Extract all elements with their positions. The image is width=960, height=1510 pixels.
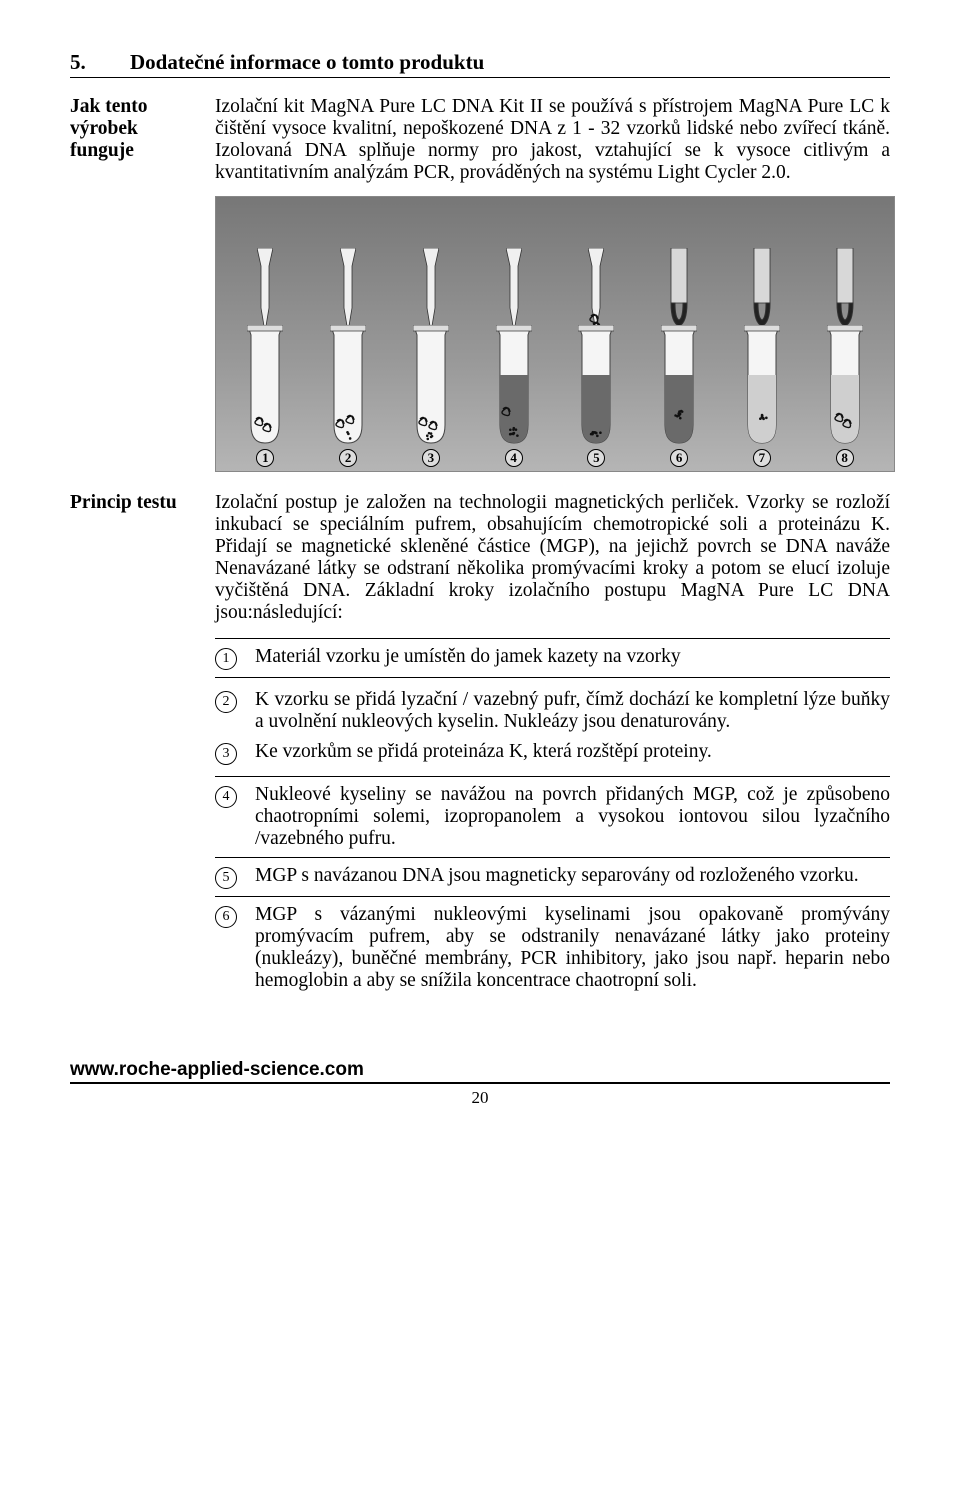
magnet-icon <box>667 248 691 333</box>
step-text: Ke vzorkům se přidá proteináza K, která … <box>255 741 890 765</box>
procedure-diagram: 1 2 3 4 5 6 7 8 <box>215 196 890 472</box>
diagram-number-row: 1 2 3 4 5 6 7 8 <box>224 449 886 467</box>
body-paragraph: Izolační kit MagNA Pure LC DNA Kit II se… <box>215 96 890 184</box>
diagram-step-number: 4 <box>505 449 523 467</box>
body-paragraph: Izolační postup je založen na technologi… <box>215 492 890 624</box>
tube-icon <box>413 325 449 445</box>
heading-text: Dodatečné informace o tomto produktu <box>130 50 484 75</box>
side-label: Princip testu <box>70 492 215 624</box>
footer-url: www.roche-applied-science.com <box>70 1059 890 1084</box>
diagram-column <box>225 248 305 445</box>
step-number: 3 <box>215 743 237 765</box>
step-text: MGP s vázanými nukleovými kyselinami jso… <box>255 904 890 992</box>
step-text: K vzorku se přidá lyzační / vazebný pufr… <box>255 689 890 733</box>
magnet-icon <box>833 248 857 333</box>
step-row: 1 Materiál vzorku je umístěn do jamek ka… <box>215 638 890 677</box>
step-row: 6 MGP s vázanými nukleovými kyselinami j… <box>215 896 890 999</box>
page-number: 20 <box>70 1088 890 1108</box>
tube-icon <box>247 325 283 445</box>
diagram-column <box>556 248 636 445</box>
tube-icon <box>578 325 614 445</box>
diagram-column <box>722 248 802 445</box>
section-heading: 5. Dodatečné informace o tomto produktu <box>70 50 890 78</box>
pipette-icon <box>423 248 439 333</box>
step-row: 2 K vzorku se přidá lyzační / vazebný pu… <box>215 685 890 737</box>
diagram-column <box>391 248 471 445</box>
pipette-icon <box>257 248 273 333</box>
diagram-column <box>308 248 388 445</box>
diagram-column <box>639 248 719 445</box>
step-number: 2 <box>215 691 237 713</box>
tubes-row <box>224 205 886 445</box>
step-text: Nukleové kyseliny se navážou na povrch p… <box>255 784 890 850</box>
step-text: MGP s navázanou DNA jsou magneticky sepa… <box>255 865 890 889</box>
section-how-it-works: Jak tento výrobek funguje Izolační kit M… <box>70 96 890 184</box>
diagram-step-number: 1 <box>256 449 274 467</box>
section-principle: Princip testu Izolační postup je založen… <box>70 492 890 624</box>
diagram-column <box>805 248 885 445</box>
tube-icon <box>496 325 532 445</box>
diagram-step-number: 5 <box>587 449 605 467</box>
diagram-step-number: 3 <box>422 449 440 467</box>
tube-icon <box>744 325 780 445</box>
magnet-icon <box>750 248 774 333</box>
diagram-step-number: 2 <box>339 449 357 467</box>
pipette-icon <box>588 248 604 333</box>
step-row: 3 Ke vzorkům se přidá proteináza K, kter… <box>215 737 890 769</box>
pipette-icon <box>340 248 356 333</box>
step-number: 1 <box>215 648 237 670</box>
step-group: 2 K vzorku se přidá lyzační / vazebný pu… <box>215 677 890 776</box>
diagram-step-number: 8 <box>836 449 854 467</box>
tube-icon <box>330 325 366 445</box>
diagram-step-number: 6 <box>670 449 688 467</box>
steps-list: 1 Materiál vzorku je umístěn do jamek ka… <box>215 638 890 999</box>
step-number: 5 <box>215 867 237 889</box>
step-text: Materiál vzorku je umístěn do jamek kaze… <box>255 646 890 670</box>
tube-icon <box>827 325 863 445</box>
step-row: 4 Nukleové kyseliny se navážou na povrch… <box>215 776 890 857</box>
step-row: 5 MGP s navázanou DNA jsou magneticky se… <box>215 857 890 896</box>
tube-icon <box>661 325 697 445</box>
diagram-step-number: 7 <box>753 449 771 467</box>
side-label: Jak tento výrobek funguje <box>70 96 215 184</box>
diagram-column <box>474 248 554 445</box>
step-number: 6 <box>215 906 237 928</box>
pipette-icon <box>506 248 522 333</box>
heading-number: 5. <box>70 50 130 75</box>
diagram-panel: 1 2 3 4 5 6 7 8 <box>215 196 895 472</box>
step-number: 4 <box>215 786 237 808</box>
